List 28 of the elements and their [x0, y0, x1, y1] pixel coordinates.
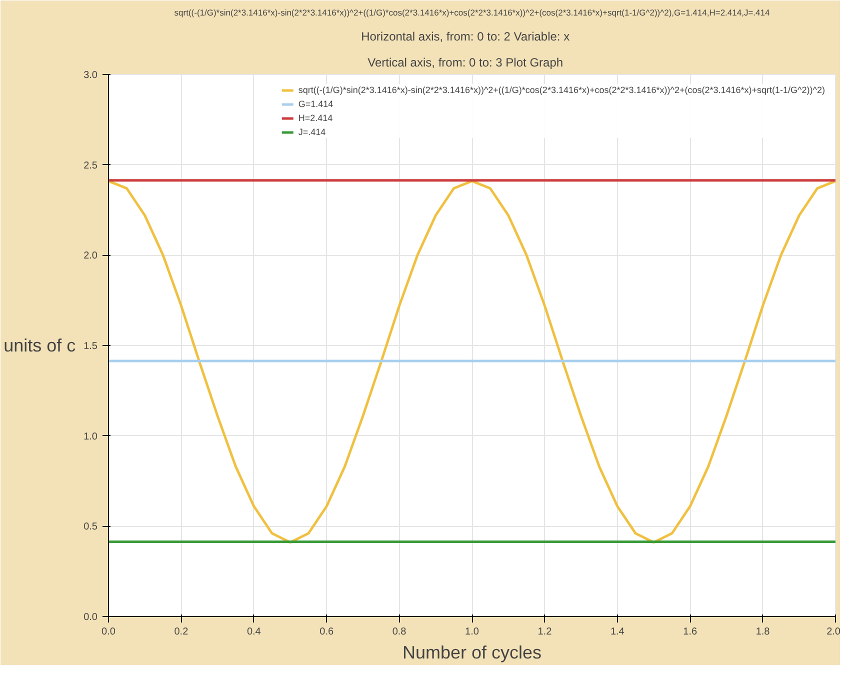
x-tick-label: 0.2 [174, 626, 189, 638]
legend-label: G=1.414 [298, 98, 334, 110]
y-tick-label: 0.0 [84, 612, 98, 623]
x-tick-label: 1.6 [683, 626, 698, 638]
legend-label: J=.414 [298, 126, 326, 138]
y-tick-label: 1.5 [84, 341, 98, 352]
y-axis-title: units of c [4, 336, 76, 356]
y-tick-label: 0.5 [84, 522, 98, 533]
x-tick-label: 0.6 [320, 626, 334, 638]
line-series [108, 180, 836, 544]
x-tick-label: 1.0 [465, 626, 480, 638]
y-tick-label: 1.0 [84, 431, 98, 442]
x-tick-label: 0.8 [392, 626, 407, 638]
x-tick-label: 0.4 [246, 626, 262, 638]
y-tick-label: 3.0 [84, 70, 98, 81]
legend-label: sqrt((-(1/G)*sin(2*3.1416*x)-sin(2*2*3.1416*x))^2+((1/G)*cos(2*3.1416*x)+cos(2*2*3.1416*x))^2+(cos(2*3.1416*x)+sqrt(1-1/G^2))^2) [298, 84, 825, 96]
y-tick-label: 2.5 [84, 160, 98, 172]
y-tick-label: 2.0 [84, 250, 98, 262]
x-tick-label: 2.0 [826, 626, 841, 638]
text: Vertical axis, from: 0 to: 3 Plot Graph [368, 56, 564, 70]
x-tick-label: 0.0 [102, 626, 116, 638]
x-tick-label: 1.2 [538, 626, 552, 638]
x-tick-label: 1.4 [610, 626, 625, 638]
text: Horizontal axis, from: 0 to: 2 Variable: x [361, 30, 570, 44]
x-axis-title: Number of cycles [402, 642, 542, 662]
legend-label: H=2.414 [298, 112, 333, 124]
x-tick-label: 1.8 [756, 626, 770, 638]
chart-title: sqrt((-(1/G)*sin(2*3.1416*x)-sin(2*2*3.1416*x))^2+((1/G)*cos(2*3.1416*x)+cos(2*2*3.1416*x))^2+(cos(2*3.1416*x)+sqrt(1-1/G^2))^2),G=1.414,H=2.414,J=.414 [174, 8, 770, 18]
